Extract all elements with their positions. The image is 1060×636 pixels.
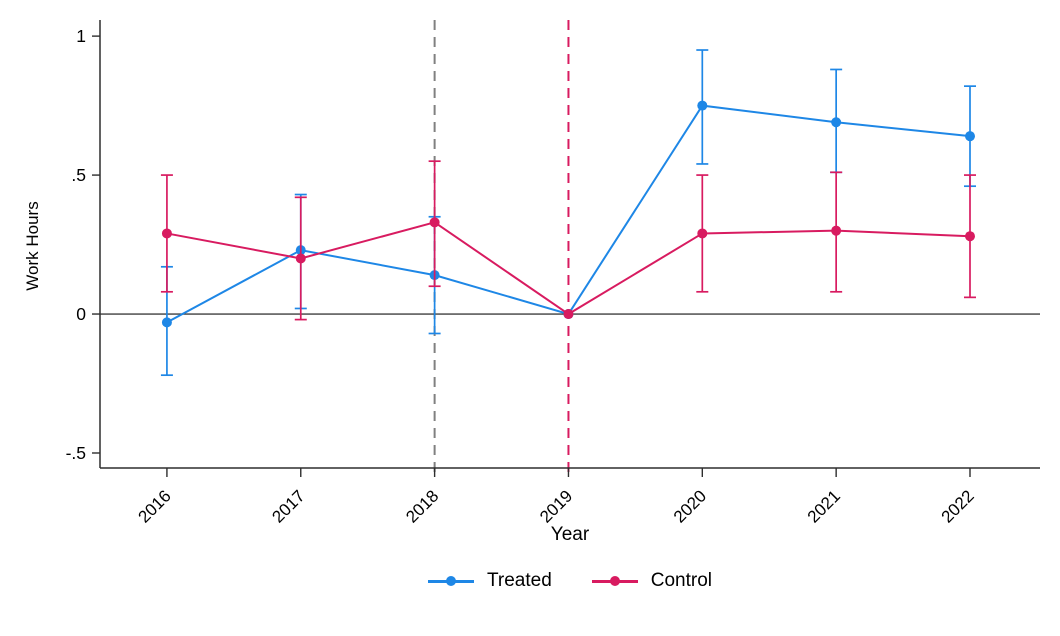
x-tick-label-2018: 2018 bbox=[402, 486, 442, 526]
legend-label-treated: Treated bbox=[486, 570, 552, 591]
treated-swatch-dot bbox=[445, 576, 456, 586]
x-tick-label-2022: 2022 bbox=[938, 486, 978, 526]
control-line-marker-icon bbox=[591, 575, 638, 587]
treated-line-marker-icon bbox=[427, 575, 474, 587]
control-point-2017 bbox=[295, 253, 306, 264]
control-point-2019 bbox=[563, 309, 574, 320]
y-axis-title: Work Hours bbox=[23, 201, 42, 291]
control-point-2020 bbox=[697, 228, 708, 239]
legend-item-control: Control bbox=[591, 570, 713, 592]
treated-point-2016 bbox=[161, 317, 172, 328]
y-tick-label-0: 0 bbox=[76, 304, 86, 324]
treated-point-2020 bbox=[697, 100, 708, 111]
legend: Treated Control bbox=[0, 570, 1060, 592]
treated-point-2022 bbox=[964, 131, 975, 142]
x-axis-title: Year bbox=[550, 524, 590, 545]
x-tick-label-2021: 2021 bbox=[804, 486, 844, 526]
control-point-2022 bbox=[964, 231, 975, 242]
control-point-2018 bbox=[429, 217, 440, 228]
control-swatch-dot bbox=[609, 576, 620, 586]
control-point-2016 bbox=[161, 228, 172, 239]
y-tick-label-.5: .5 bbox=[71, 165, 86, 185]
legend-item-treated: Treated bbox=[427, 570, 552, 592]
y-tick-label-1: 1 bbox=[76, 26, 86, 46]
y-tick-label--.5: -.5 bbox=[66, 443, 86, 463]
control-point-2021 bbox=[831, 225, 842, 236]
x-tick-label-2020: 2020 bbox=[670, 486, 710, 526]
legend-label-control: Control bbox=[650, 570, 713, 591]
treated-point-2021 bbox=[831, 117, 842, 128]
x-tick-label-2016: 2016 bbox=[135, 486, 175, 526]
x-tick-label-2019: 2019 bbox=[536, 486, 576, 526]
x-tick-label-2017: 2017 bbox=[268, 486, 308, 526]
